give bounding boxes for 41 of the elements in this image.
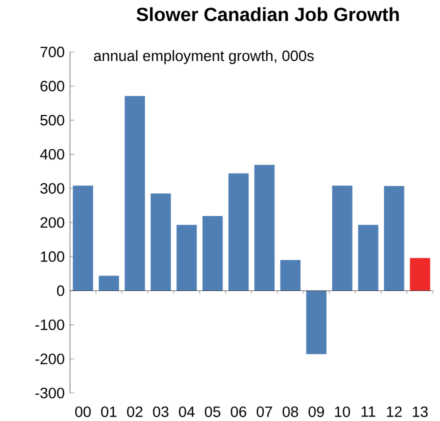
y-tick-label: 300 xyxy=(40,183,64,194)
bar xyxy=(410,258,430,291)
bar xyxy=(384,186,404,291)
y-tick-label: 700 xyxy=(40,46,64,58)
y-tick-label: -300 xyxy=(35,388,64,398)
chart-title: Slower Canadian Job Growth xyxy=(136,7,399,22)
y-tick-label: 600 xyxy=(40,80,64,92)
bar xyxy=(280,260,301,291)
y-tick-label: -200 xyxy=(35,354,64,364)
annotation: annual employment growth, 000s xyxy=(94,50,314,64)
bar xyxy=(72,186,94,291)
bar xyxy=(176,224,197,291)
x-tick-label: 13 xyxy=(412,406,428,418)
y-tick-label: 100 xyxy=(40,251,64,262)
x-tick-label: 07 xyxy=(256,406,272,418)
x-tick-label: 02 xyxy=(127,406,142,418)
x-tick-label: 05 xyxy=(204,406,220,418)
x-tick-label: 12 xyxy=(386,406,402,417)
bar xyxy=(358,224,378,291)
y-tick-label: -100 xyxy=(35,319,64,330)
x-tick-label: 06 xyxy=(230,406,246,418)
bar xyxy=(98,276,120,291)
x-tick-label: 11 xyxy=(362,406,376,417)
bar xyxy=(254,164,275,291)
y-tick-label: 400 xyxy=(40,148,64,160)
x-tick-label: 04 xyxy=(178,406,195,418)
x-tick-label: 01 xyxy=(101,406,117,418)
x-tick-label: 08 xyxy=(282,406,298,418)
x-tick-label: 03 xyxy=(153,406,168,418)
bar xyxy=(202,216,223,291)
x-tick-label: 10 xyxy=(335,406,350,418)
bar xyxy=(228,173,249,291)
bar xyxy=(332,186,352,291)
bar xyxy=(124,96,145,291)
bar xyxy=(150,194,171,291)
y-tick-label: 500 xyxy=(40,114,64,126)
y-tick-label: 200 xyxy=(40,217,64,228)
x-tick-label: 00 xyxy=(75,406,91,418)
y-tick-label: 0 xyxy=(57,285,64,296)
x-tick-label: 09 xyxy=(308,406,324,418)
bar xyxy=(306,290,326,354)
